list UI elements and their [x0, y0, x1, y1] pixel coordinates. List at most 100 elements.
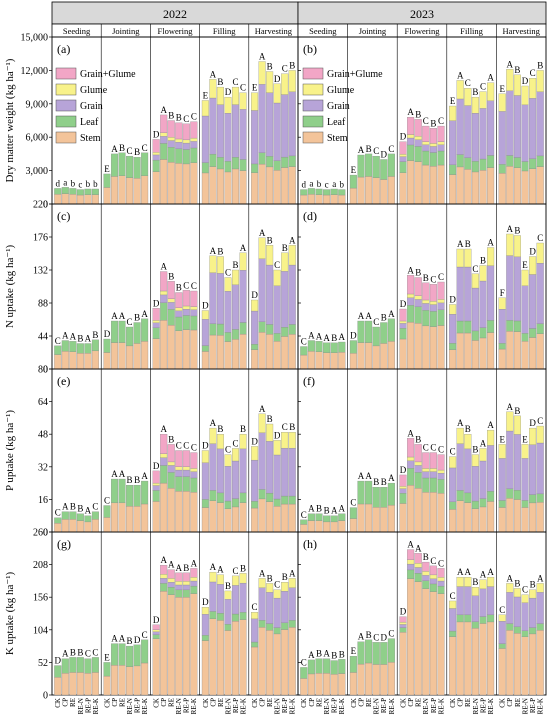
significance-letter: A	[487, 238, 494, 248]
bar-segment	[152, 139, 160, 153]
bar-segment	[266, 623, 274, 631]
significance-letter: B	[415, 268, 421, 278]
legend-label-glume: Glume	[327, 85, 355, 96]
bar-segment	[110, 153, 119, 177]
significance-letter: a	[63, 177, 67, 187]
bar-segment	[387, 153, 395, 177]
bar-segment	[529, 633, 537, 696]
bar-segment	[175, 581, 183, 586]
bar-segment	[224, 113, 232, 162]
bar-segment	[456, 154, 464, 168]
bar-segment	[160, 583, 168, 592]
significance-letter: b	[71, 178, 76, 188]
bar-segment	[175, 450, 183, 467]
bar-segment	[216, 448, 224, 494]
bar-segment	[536, 155, 544, 167]
bar-segment	[273, 170, 281, 205]
panel-letter: (e)	[57, 374, 70, 388]
bar-segment	[315, 658, 323, 674]
x-tick-label: CP	[308, 698, 316, 707]
significance-letter: D	[225, 87, 232, 97]
bar-segment	[521, 161, 529, 172]
bar-segment	[209, 618, 217, 696]
bar-segment	[251, 507, 259, 533]
bar-segment	[422, 144, 430, 152]
bar-segment	[216, 620, 224, 696]
bar-segment	[160, 591, 168, 696]
bar-segment	[160, 482, 168, 533]
bar-segment	[273, 498, 281, 507]
bar-segment	[288, 495, 296, 505]
significance-letter: C	[127, 146, 133, 156]
bar-segment	[449, 343, 457, 350]
bar-segment	[422, 299, 430, 304]
x-tick-label: CK	[251, 698, 259, 708]
bar-segment	[414, 563, 422, 568]
y-tick-label: 48	[38, 430, 48, 441]
significance-letter: B	[366, 630, 372, 640]
bar-segment	[380, 159, 388, 180]
significance-letter: C	[430, 443, 436, 453]
significance-letter: B	[70, 502, 76, 512]
significance-letter: E	[104, 164, 110, 174]
bar-segment	[258, 432, 266, 490]
bar-segment	[365, 342, 373, 370]
bar-segment	[167, 472, 175, 489]
stage-label: Flowering	[405, 26, 441, 36]
bar-segment	[141, 175, 149, 205]
bar-segment	[330, 515, 338, 523]
bar-segment	[266, 71, 274, 93]
y-axis-label: Dry matter weight (kg ha⁻¹)	[4, 58, 16, 182]
bar-segment	[521, 341, 529, 370]
significance-letter: D	[529, 418, 536, 428]
bar-segment	[471, 508, 479, 533]
bar-segment	[536, 493, 544, 503]
bar-segment	[422, 477, 430, 493]
bar-segment	[338, 513, 346, 521]
bar-segment	[449, 105, 457, 121]
significance-letter: A	[480, 570, 487, 580]
bar-segment	[422, 282, 430, 301]
bar-segment	[152, 638, 160, 696]
bar-segment	[479, 623, 487, 696]
bar-segment	[338, 352, 346, 370]
bar-segment	[118, 478, 126, 504]
bar-segment	[167, 309, 175, 326]
bar-segment	[160, 565, 168, 575]
bar-segment	[190, 329, 198, 370]
bar-segment	[258, 321, 266, 333]
bar-segment	[471, 500, 479, 509]
significance-letter: D	[529, 247, 536, 257]
bar-segment	[258, 498, 266, 533]
bar-segment	[231, 620, 240, 696]
significance-letter: a	[332, 179, 336, 189]
bar-segment	[201, 499, 209, 508]
bar-segment	[365, 153, 373, 177]
bar-segment	[429, 326, 437, 370]
y-tick-label: 15,000	[21, 33, 49, 44]
bar-segment	[437, 585, 445, 594]
significance-letter: C	[142, 143, 148, 153]
bar-segment	[449, 164, 457, 175]
bar-segment	[76, 657, 84, 673]
significance-letter: B	[472, 577, 478, 587]
bar-segment	[536, 425, 544, 444]
significance-letter: A	[457, 567, 464, 577]
bar-segment	[152, 634, 160, 639]
significance-letter: D	[400, 607, 407, 617]
bar-segment	[231, 269, 240, 286]
bar-segment	[536, 323, 544, 334]
bar-segment	[110, 320, 119, 343]
bar-segment	[288, 578, 296, 588]
panel-letter: (g)	[57, 537, 71, 551]
bar-segment	[437, 568, 445, 578]
bar-segment	[449, 600, 457, 609]
bar-segment	[506, 592, 514, 624]
bar-segment	[479, 280, 487, 328]
bar-segment	[54, 665, 62, 678]
bar-segment	[175, 307, 183, 312]
significance-letter: A	[168, 560, 175, 570]
bar-segment	[498, 111, 506, 165]
significance-letter: A	[141, 309, 148, 319]
bar-segment	[190, 580, 198, 587]
